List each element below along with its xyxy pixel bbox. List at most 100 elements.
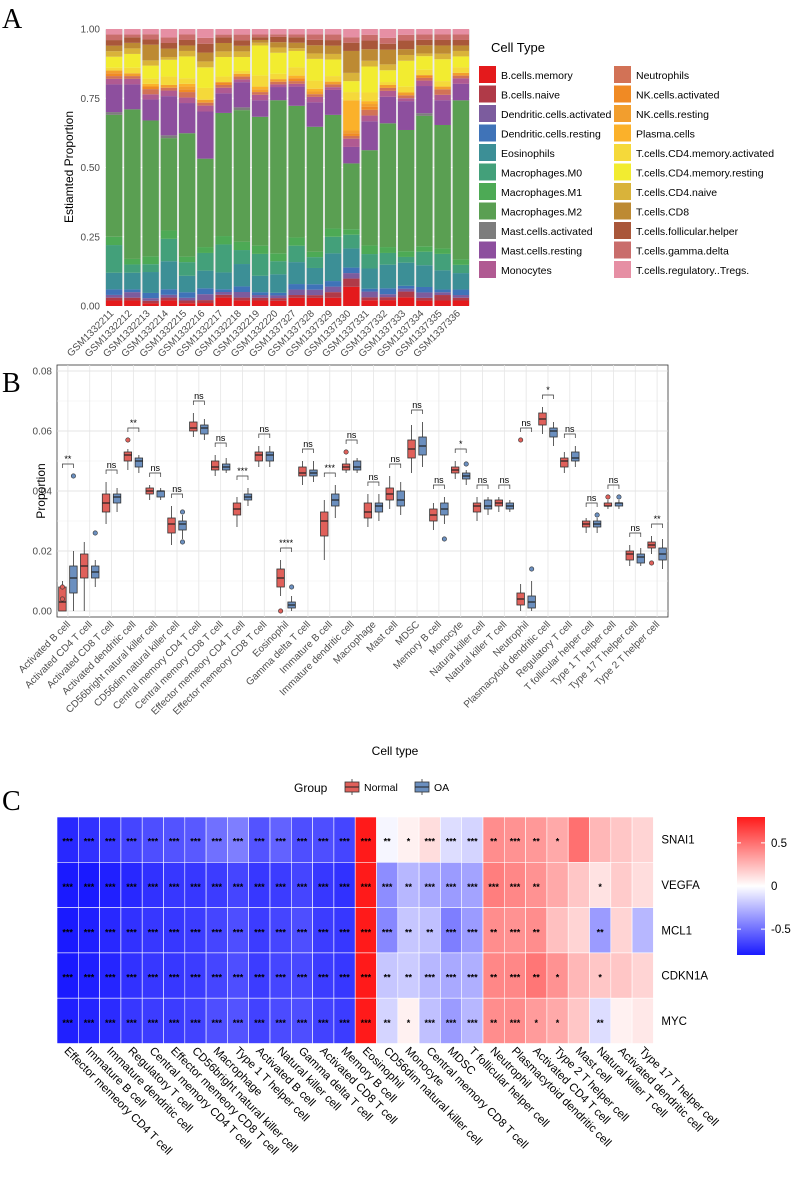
bar-segment — [343, 163, 360, 230]
bar-segment — [270, 79, 287, 82]
significance-label: ns — [390, 454, 400, 464]
bar-segment — [178, 56, 196, 79]
x-axis-title: Cell type — [372, 744, 419, 758]
bar-segment — [178, 78, 196, 84]
bar-segment — [160, 289, 178, 295]
bar-segment — [251, 253, 269, 276]
bar-segment — [361, 106, 378, 110]
significance-label: ns — [565, 424, 575, 434]
bar-segment — [288, 48, 305, 51]
significance-stars: ** — [533, 973, 541, 983]
bar-segment — [251, 100, 269, 117]
significance-label: ns — [107, 460, 117, 470]
significance-label: ns — [172, 484, 182, 494]
bar-segment — [434, 292, 451, 296]
significance-stars: *** — [275, 882, 286, 892]
bar-segment — [343, 50, 360, 73]
normal-box — [167, 517, 176, 534]
significance-label: *** — [237, 466, 248, 476]
legend-swatch — [614, 261, 631, 278]
bar-segment — [306, 251, 324, 258]
bar-segment — [452, 67, 470, 73]
bar-segment — [270, 81, 287, 85]
bar-segment — [434, 94, 451, 101]
bar-segment — [379, 87, 397, 91]
significance-bracket — [389, 463, 402, 468]
significance-stars: *** — [382, 882, 393, 892]
oa-box — [200, 424, 209, 435]
bar-segment — [105, 300, 123, 306]
significance-bracket — [236, 475, 249, 480]
significance-bracket — [629, 532, 642, 537]
bar-segment — [324, 87, 342, 90]
significance-stars: *** — [510, 882, 521, 892]
bar-segment — [379, 90, 397, 97]
bar-segment — [105, 51, 123, 57]
bar-segment — [197, 300, 214, 304]
bar-segment — [306, 94, 324, 97]
outlier-point — [59, 584, 65, 590]
bar-segment — [124, 73, 141, 77]
significance-stars: *** — [126, 973, 137, 983]
heatmap-cell — [546, 907, 569, 954]
bar-segment — [215, 272, 232, 290]
significance-label: ns — [500, 475, 510, 485]
bar-segment — [434, 53, 451, 60]
legend-swatch — [479, 163, 496, 181]
bar-segment — [343, 135, 360, 139]
bar-segment — [397, 95, 415, 99]
bar-segment — [361, 66, 378, 93]
bar-segment — [361, 150, 378, 246]
significance-stars: *** — [339, 927, 350, 937]
bar-segment — [452, 78, 470, 84]
bar-segment — [361, 101, 378, 105]
bar-segment — [178, 29, 196, 35]
significance-stars: *** — [190, 973, 201, 983]
bar-segment — [379, 297, 397, 301]
bar-segment — [178, 83, 196, 87]
bar-segment — [416, 80, 433, 87]
bar-segment — [361, 109, 378, 116]
normal-box — [123, 451, 133, 462]
significance-stars: ** — [426, 927, 434, 937]
bar-segment — [124, 297, 141, 301]
significance-stars: *** — [318, 927, 329, 937]
bar-segment — [434, 89, 451, 95]
significance-bracket — [149, 472, 162, 477]
bar-segment — [160, 84, 178, 88]
bar-segment — [233, 241, 251, 251]
significance-stars: *** — [446, 927, 457, 937]
significance-stars: *** — [211, 1018, 222, 1028]
bar-segment — [215, 42, 232, 52]
bar-segment — [306, 96, 324, 103]
bar-segment — [142, 256, 159, 265]
legend-label: T.cells.CD4.memory.activated — [636, 148, 774, 160]
bar-segment — [379, 84, 397, 88]
bar-segment — [288, 297, 305, 306]
significance-stars: ** — [597, 1018, 605, 1028]
row-label: VEGFA — [661, 880, 700, 892]
significance-stars: *** — [297, 1018, 308, 1028]
significance-label: ** — [654, 514, 662, 524]
bar-segment — [270, 36, 287, 43]
bar-segment — [251, 92, 269, 95]
bar-segment — [270, 42, 287, 48]
significance-stars: *** — [84, 927, 95, 937]
bar-segment — [105, 245, 123, 273]
bar-segment — [434, 248, 451, 254]
bar-segment — [215, 76, 232, 83]
normal-box — [254, 451, 263, 462]
bar-segment — [379, 294, 397, 298]
outlier-point — [594, 512, 600, 518]
y-tick-label: 0.75 — [81, 94, 101, 105]
bar-segment — [233, 73, 251, 77]
y-tick-label: 0.50 — [81, 163, 101, 174]
significance-stars: *** — [126, 837, 137, 847]
bar-segment — [270, 274, 287, 293]
significance-stars: *** — [424, 882, 435, 892]
significance-stars: *** — [361, 973, 372, 983]
legend-label: Macrophages.M2 — [501, 207, 582, 219]
oa-box — [134, 457, 144, 468]
bar-segment — [251, 42, 269, 46]
bar-segment — [416, 75, 433, 78]
